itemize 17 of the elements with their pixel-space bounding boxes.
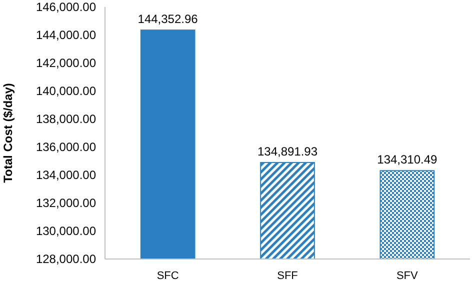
data-label: 144,352.96 <box>138 12 198 26</box>
y-tick-label: 130,000.00 <box>36 224 96 238</box>
y-axis-title: Total Cost ($/day) <box>1 83 15 183</box>
y-tick-label: 128,000.00 <box>36 252 96 266</box>
y-tick-label: 136,000.00 <box>36 140 96 154</box>
y-tick-label: 132,000.00 <box>36 196 96 210</box>
y-tick-label: 134,000.00 <box>36 168 96 182</box>
y-tick-label: 142,000.00 <box>36 56 96 70</box>
data-label: 134,891.93 <box>257 144 318 159</box>
y-tick-label: 146,000.00 <box>36 0 96 14</box>
y-tick-label: 138,000.00 <box>36 112 96 126</box>
x-tick-label: SFC <box>156 270 179 282</box>
y-tick-label: 144,000.00 <box>36 28 96 42</box>
data-label: 134,310.49 <box>377 152 438 167</box>
x-tick-label: SFV <box>396 270 419 282</box>
x-tick-label: SFF <box>277 270 298 282</box>
y-tick-label: 140,000.00 <box>36 84 96 98</box>
